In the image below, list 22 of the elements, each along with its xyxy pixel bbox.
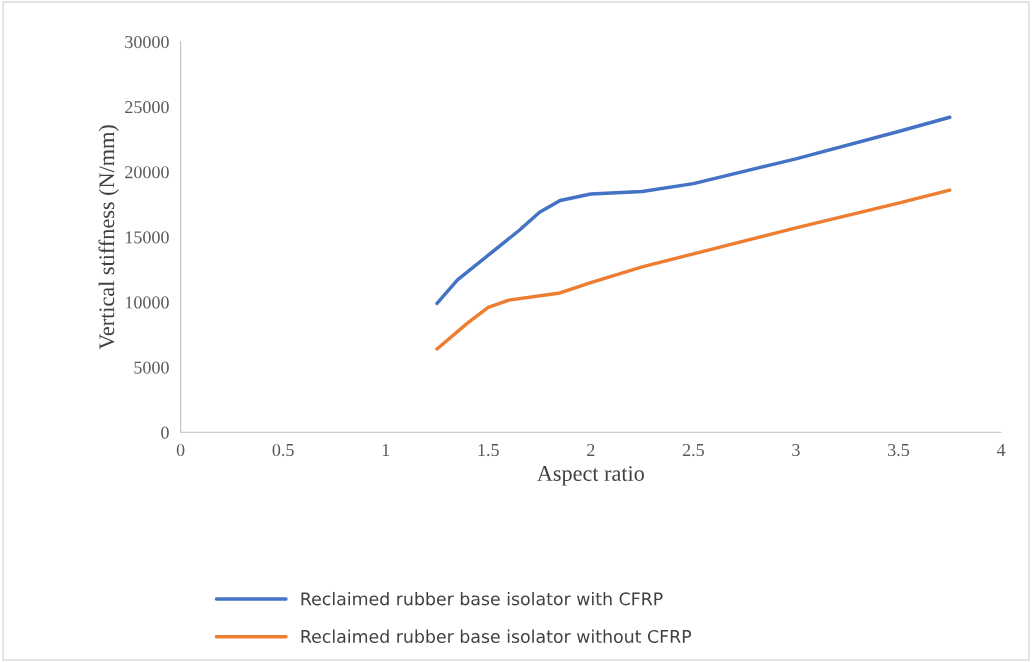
x-tick-label: 0.5 <box>272 443 294 457</box>
x-tick-label: 4 <box>996 444 1006 456</box>
line-series <box>435 188 952 351</box>
y-tick-label: 0 <box>161 426 169 439</box>
x-tick-label: 2.5 <box>682 443 704 457</box>
legend-label: Reclaimed rubber base isolator without CFRP <box>301 629 692 644</box>
line-series <box>435 115 952 306</box>
x-axis-title: Aspect ratio <box>537 466 644 486</box>
x-tick-label: 1.5 <box>478 444 499 457</box>
legend-label: Reclaimed rubber base isolator with CFRP <box>301 591 663 606</box>
y-tick-label: 15000 <box>125 231 169 244</box>
y-tick-label: 10000 <box>125 296 169 309</box>
y-axis-title: Vertical stiffness (N/mm) <box>98 125 119 350</box>
x-tick-label: 3.5 <box>888 443 910 457</box>
y-tick-label: 5000 <box>134 361 169 374</box>
x-tick-label: 3 <box>792 443 800 457</box>
x-tick-label: 1 <box>382 444 390 456</box>
y-tick-label: 25000 <box>125 101 169 114</box>
y-tick-label: 30000 <box>125 35 169 49</box>
y-tick-label: 20000 <box>125 166 169 179</box>
x-tick-label: 2 <box>587 443 595 456</box>
x-tick-label: 0 <box>176 443 185 457</box>
